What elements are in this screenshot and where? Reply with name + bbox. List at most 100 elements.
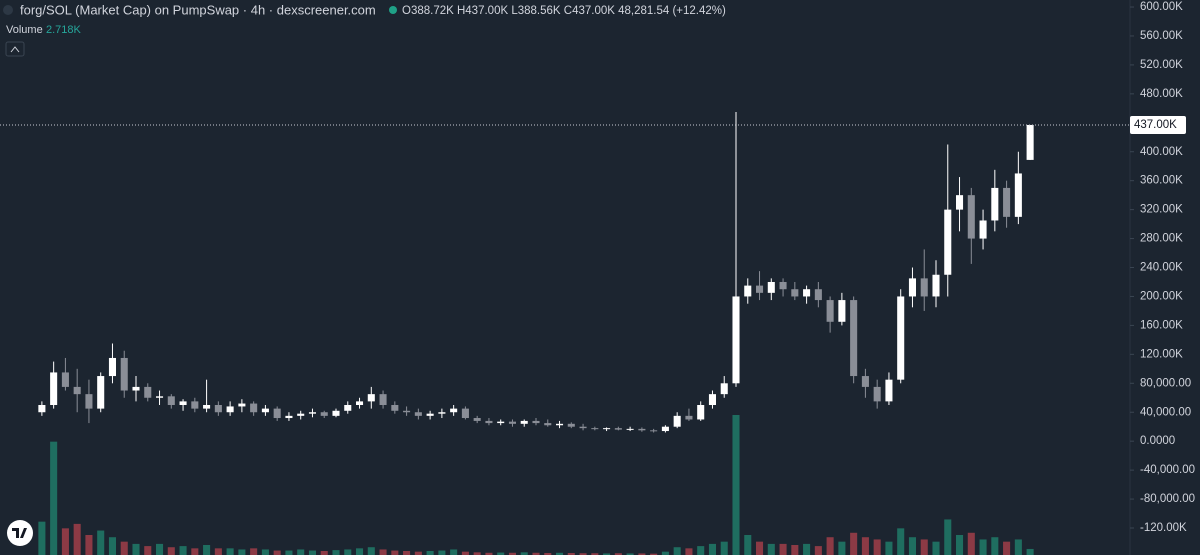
volume-bar (273, 550, 281, 555)
candle-body (367, 394, 375, 402)
volume-bar (485, 552, 493, 555)
volume-bar (908, 537, 916, 555)
candle-body (450, 408, 458, 413)
candle-body (826, 300, 834, 322)
last-price-box (1130, 115, 1186, 134)
volume-bar (203, 545, 211, 555)
volume-bar (356, 548, 364, 555)
volume-bar (744, 535, 752, 555)
candle-body (967, 195, 975, 239)
candle-body (520, 420, 528, 424)
volume-bar (638, 553, 646, 555)
volume-bar (50, 441, 58, 555)
volume-bar (520, 552, 528, 555)
candle-body (603, 428, 611, 430)
volume-bar (614, 553, 622, 555)
volume-bar (167, 547, 175, 555)
volume-bar (567, 553, 575, 555)
volume-bar (803, 543, 811, 555)
volume-bar (532, 552, 540, 555)
logo-mark (12, 528, 27, 538)
y-tick-label: -40,000.00 (1140, 464, 1195, 476)
y-tick-label: -80,000.00 (1140, 493, 1195, 505)
candle-body (73, 386, 81, 395)
candle-body (332, 410, 340, 416)
volume-bar (344, 549, 352, 555)
candle-body (238, 403, 246, 407)
candle-body (61, 372, 69, 387)
volume-bar (885, 541, 893, 555)
candle-body (461, 408, 469, 419)
volume-bar (461, 551, 469, 555)
candle-body (814, 289, 822, 301)
y-tick-label: -120.00K (1140, 522, 1187, 534)
candle-body (320, 412, 328, 416)
y-tick-label: 240.00K (1140, 262, 1183, 274)
volume-bar (238, 549, 246, 555)
candle-body (50, 372, 58, 405)
candle-body (344, 404, 352, 411)
candle-body (532, 420, 540, 424)
y-tick-label: 360.00K (1140, 175, 1183, 187)
volume-bar (497, 552, 505, 555)
volume-bar (673, 547, 681, 555)
candle-body (720, 383, 728, 395)
candle-body (920, 278, 928, 297)
volume-bar (379, 549, 387, 555)
volume-label: Volume (6, 24, 43, 36)
candle-body (908, 278, 916, 297)
volume-bar (308, 550, 316, 555)
candle-body (403, 410, 411, 413)
candle-body (167, 396, 175, 405)
candle-body (438, 412, 446, 414)
collapse-button[interactable] (5, 41, 25, 57)
volume-bar (861, 537, 869, 555)
volume-bar (508, 552, 516, 555)
candle-body (767, 281, 775, 293)
volume-bar (414, 551, 422, 555)
volume-bar (250, 548, 258, 555)
volume-bar (61, 528, 69, 555)
candle-body (591, 428, 599, 430)
candle-body (744, 285, 752, 297)
volume-bar (556, 552, 564, 555)
candle-body (191, 401, 199, 409)
candle-body (626, 428, 634, 430)
volume-bar (920, 539, 928, 555)
candle-body (426, 413, 434, 416)
candle-body (861, 376, 869, 387)
volume-bar (967, 532, 975, 555)
volume-bar (191, 548, 199, 555)
volume-bar (179, 546, 187, 555)
y-tick-label: 160.00K (1140, 319, 1183, 331)
volume-bar (473, 552, 481, 555)
candle-body (273, 408, 281, 419)
candle-body (97, 376, 105, 409)
candle-body (214, 404, 222, 413)
volume-bar (261, 549, 269, 555)
volume-bar (697, 546, 705, 555)
candle-body (661, 426, 669, 432)
candle-body (179, 401, 187, 405)
volume-bar (826, 537, 834, 555)
volume-bar (320, 551, 328, 555)
volume-bar (97, 530, 105, 555)
candle-body (144, 386, 152, 398)
candle-body (1026, 124, 1034, 160)
candle-body (379, 394, 387, 405)
volume-bar (156, 543, 164, 555)
status-dot (389, 6, 397, 14)
candle-body (414, 412, 422, 416)
volume-bar (603, 553, 611, 555)
logo (7, 520, 33, 546)
volume-bar (767, 543, 775, 555)
candle-body (391, 404, 399, 411)
volume-bar (73, 523, 81, 555)
volume-bar (391, 550, 399, 555)
volume-bar (850, 532, 858, 555)
candle-body (132, 386, 140, 391)
candle-body (226, 406, 234, 413)
